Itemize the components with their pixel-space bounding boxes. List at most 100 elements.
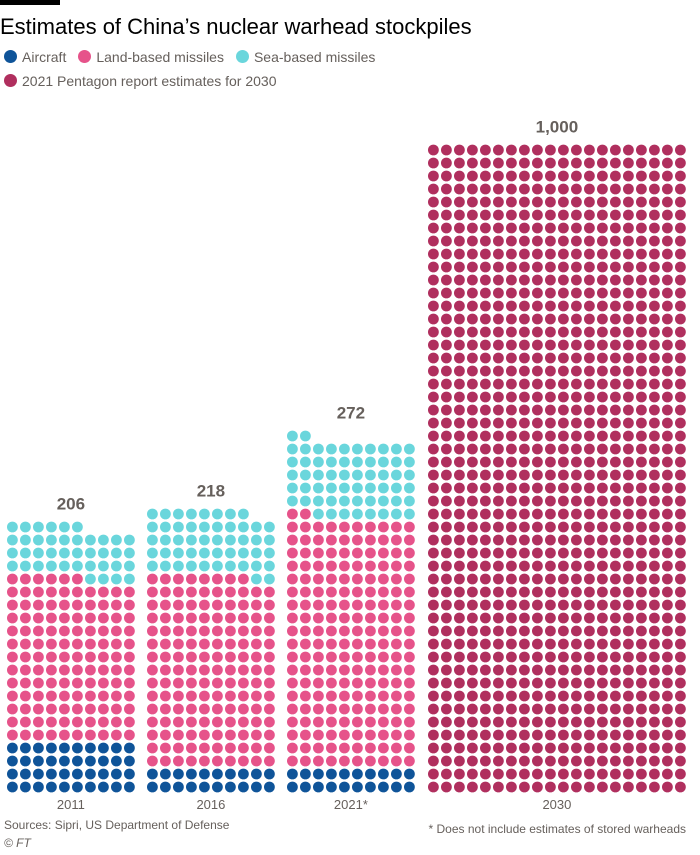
warhead-dot: [454, 573, 465, 585]
warhead-dot: [675, 716, 686, 728]
warhead-dot: [251, 664, 262, 676]
warhead-dot: [545, 404, 556, 416]
warhead-dot: [558, 456, 569, 468]
warhead-dot: [111, 651, 122, 663]
warhead-dot: [313, 742, 324, 754]
warhead-dot: [584, 703, 595, 715]
warhead-dot: [147, 547, 158, 559]
warhead-dot: [98, 638, 109, 650]
warhead-dot: [545, 183, 556, 195]
warhead-dot: [545, 235, 556, 247]
warhead-dot: [532, 547, 543, 559]
warhead-dot: [532, 456, 543, 468]
warhead-dot: [506, 313, 517, 325]
warhead-dot: [98, 755, 109, 767]
warhead-dot: [532, 495, 543, 507]
warhead-dot: [649, 287, 660, 299]
warhead-dot: [123, 534, 135, 546]
warhead-dot: [212, 677, 223, 689]
warhead-dot: [300, 469, 311, 481]
warhead-dot: [636, 560, 647, 572]
warhead-dot: [238, 547, 249, 559]
warhead-dot: [519, 378, 530, 390]
warhead-dot: [20, 677, 31, 689]
warhead-dot: [98, 599, 109, 611]
warhead-dot: [597, 352, 608, 364]
warhead-dot: [404, 781, 415, 793]
warhead-dot: [72, 638, 83, 650]
warhead-dot: [480, 170, 491, 182]
warhead-dot: [675, 755, 686, 767]
warhead-dot: [46, 521, 57, 533]
warhead-dot: [584, 547, 595, 559]
warhead-dot: [225, 677, 236, 689]
warhead-dot: [584, 677, 595, 689]
warhead-dot: [480, 768, 491, 780]
legend-label-aircraft: Aircraft: [22, 48, 67, 65]
warhead-dot: [225, 547, 236, 559]
warhead-dot: [251, 521, 262, 533]
warhead-dot: [404, 755, 415, 767]
warhead-dot: [597, 183, 608, 195]
warhead-dot: [610, 547, 621, 559]
warhead-dot: [59, 768, 70, 780]
warhead-dot: [675, 183, 686, 195]
warhead-dot: [480, 651, 491, 663]
warhead-dot: [610, 274, 621, 286]
warhead-dot: [264, 742, 275, 754]
warhead-dot: [404, 586, 415, 598]
warhead-dot: [558, 508, 569, 520]
warhead-dot: [300, 651, 311, 663]
warhead-dot: [160, 716, 171, 728]
warhead-dot: [545, 599, 556, 611]
warhead-dot: [123, 703, 135, 715]
warhead-dot: [493, 508, 504, 520]
warhead-dot: [467, 170, 478, 182]
warhead-dot: [597, 391, 608, 403]
warhead-dot: [212, 755, 223, 767]
warhead-dot: [584, 144, 595, 156]
warhead-dot: [147, 586, 158, 598]
warhead-dot: [264, 768, 275, 780]
warhead-dot: [123, 677, 135, 689]
warhead-dot: [326, 690, 337, 702]
warhead-dot: [264, 651, 275, 663]
warhead-dot: [506, 300, 517, 312]
warhead-dot: [160, 612, 171, 624]
warhead-dot: [675, 651, 686, 663]
warhead-dot: [662, 482, 673, 494]
warhead-dot: [225, 508, 236, 520]
warhead-dot: [636, 313, 647, 325]
warhead-dot: [365, 469, 376, 481]
warhead-dot: [493, 287, 504, 299]
warhead-dot: [636, 742, 647, 754]
warhead-dot: [454, 430, 465, 442]
warhead-dot: [441, 755, 452, 767]
warhead-dot: [111, 781, 122, 793]
warhead-dot: [454, 235, 465, 247]
warhead-dot: [391, 703, 402, 715]
warhead-dot: [506, 222, 517, 234]
warhead-dot: [147, 729, 158, 741]
warhead-dot: [480, 443, 491, 455]
warhead-dot: [251, 781, 262, 793]
warhead-dot: [558, 547, 569, 559]
warhead-dot: [186, 560, 197, 572]
warhead-dot: [545, 287, 556, 299]
warhead-dot: [339, 703, 350, 715]
warhead-dot: [636, 716, 647, 728]
warhead-dot: [545, 638, 556, 650]
warhead-dot: [313, 547, 324, 559]
warhead-dot: [365, 456, 376, 468]
warhead-dot: [636, 469, 647, 481]
warhead-dot: [441, 651, 452, 663]
warhead-dot: [199, 742, 210, 754]
warhead-dot: [597, 573, 608, 585]
warhead-dot: [480, 547, 491, 559]
warhead-dot: [623, 326, 634, 338]
warhead-dot: [623, 430, 634, 442]
warhead-dot: [339, 508, 350, 520]
warhead-dot: [467, 261, 478, 273]
warhead-dot: [493, 586, 504, 598]
